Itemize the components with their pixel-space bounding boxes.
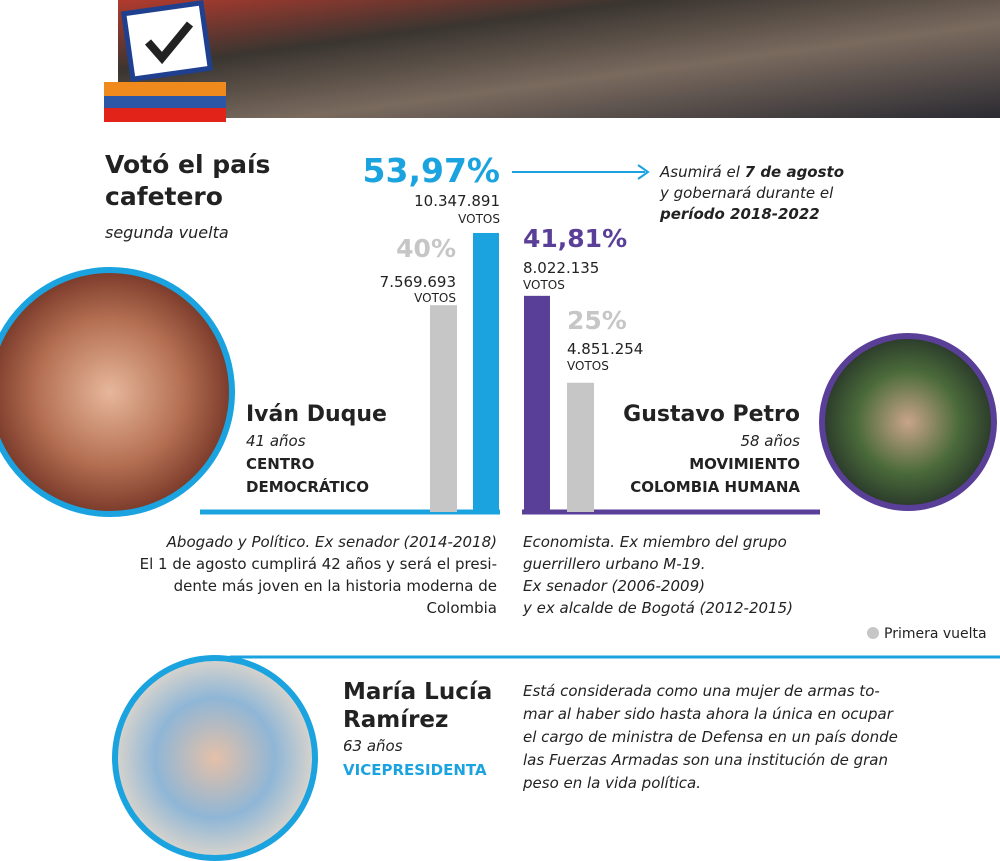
votes-label: 10.347.891 bbox=[414, 192, 500, 210]
vice-role: VICEPRESIDENTA bbox=[343, 761, 487, 779]
note-text: 7 de agosto bbox=[745, 163, 844, 181]
note-text: Asumirá el bbox=[659, 163, 745, 181]
title-line: Votó el país bbox=[105, 150, 270, 179]
arrow-head bbox=[637, 164, 650, 180]
votes-unit: VOTOS bbox=[523, 278, 565, 292]
votes-unit: VOTOS bbox=[414, 291, 456, 305]
note-line: período 2018-2022 bbox=[659, 205, 820, 223]
bar bbox=[473, 232, 499, 512]
candidate-party: DEMOCRÁTICO bbox=[246, 477, 369, 496]
bio-line: Ex senador (2006-2009) bbox=[523, 577, 705, 595]
petro-photo bbox=[819, 333, 997, 511]
candidate-name: Iván Duque bbox=[246, 402, 387, 427]
candidate-party: CENTRO bbox=[246, 455, 314, 473]
candidate-name: Gustavo Petro bbox=[623, 402, 800, 427]
vice-text: el cargo de ministra de Defensa en un pa… bbox=[523, 728, 898, 746]
bio-line: dente más joven en la historia moderna d… bbox=[174, 577, 497, 595]
vice-text: Está considerada como una mujer de armas… bbox=[523, 682, 880, 700]
bars bbox=[430, 232, 594, 512]
vice-age: 63 años bbox=[343, 737, 403, 755]
duque-photo bbox=[0, 267, 235, 517]
legend-label: Primera vuelta bbox=[884, 626, 987, 642]
bio-line: y ex alcalde de Bogotá (2012-2015) bbox=[522, 599, 793, 617]
percent-label: 25% bbox=[567, 306, 627, 335]
note-line: y gobernará durante el bbox=[659, 184, 834, 202]
votes-label: 7.569.693 bbox=[380, 273, 456, 291]
candidate-age: 58 años bbox=[740, 432, 800, 450]
candidate-party: MOVIMIENTO bbox=[689, 455, 800, 473]
bio-line: Economista. Ex miembro del grupo bbox=[523, 533, 787, 551]
bio-line: Abogado y Político. Ex senador (2014-201… bbox=[166, 533, 497, 551]
votes-label: 8.022.135 bbox=[523, 259, 599, 277]
candidate-age: 41 años bbox=[246, 432, 306, 450]
bar bbox=[430, 305, 457, 512]
vice-text: peso en la vida política. bbox=[522, 774, 701, 792]
percent-label: 40% bbox=[396, 234, 456, 263]
percent-label: 53,97% bbox=[363, 151, 500, 190]
note-line: Asumirá el 7 de agosto bbox=[659, 163, 844, 181]
vice-name: María Lucía bbox=[343, 679, 492, 705]
bio-line: Colombia bbox=[427, 599, 498, 617]
vice-name: Ramírez bbox=[343, 707, 448, 733]
header-photo bbox=[118, 0, 1000, 118]
bar bbox=[567, 382, 594, 512]
percent-label: 41,81% bbox=[523, 224, 627, 253]
bio-line: guerrillero urbano M-19. bbox=[523, 555, 705, 573]
vice-text: las Fuerzas Armadas son una institución … bbox=[523, 751, 888, 769]
votes-unit: VOTOS bbox=[567, 359, 609, 373]
votes-label: 4.851.254 bbox=[567, 340, 643, 358]
vice-text: mar al haber sido hasta ahora la única e… bbox=[523, 705, 894, 723]
vice-photo bbox=[112, 655, 318, 861]
bar bbox=[524, 295, 550, 512]
ballot-icon bbox=[104, 0, 226, 122]
candidate-party: COLOMBIA HUMANA bbox=[630, 478, 800, 496]
votes-unit: VOTOS bbox=[458, 212, 500, 226]
legend-marker bbox=[867, 627, 879, 639]
bio-line: El 1 de agosto cumplirá 42 años y será e… bbox=[140, 555, 497, 573]
subtitle: segunda vuelta bbox=[105, 223, 229, 242]
title-line: cafetero bbox=[105, 182, 223, 211]
